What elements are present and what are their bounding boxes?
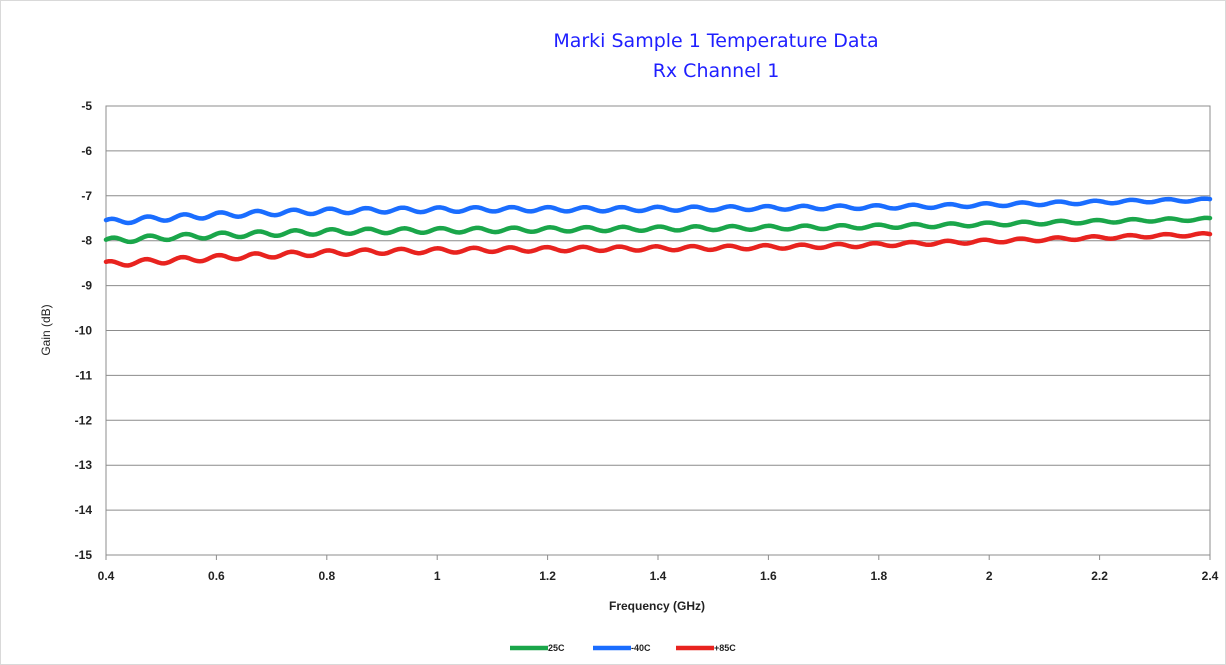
chart-title: Marki Sample 1 Temperature Data (553, 30, 878, 52)
y-tick-label: -6 (81, 144, 92, 158)
series-line--40C (103, 196, 1213, 226)
x-tick-label: 1 (434, 569, 441, 583)
x-tick-label: 2.4 (1202, 569, 1219, 583)
x-axis-ticks: 0.4 0.6 0.8 1 1.2 1.4 1.6 1.8 2 2.2 2.4 (98, 555, 1219, 583)
y-tick-label: -7 (81, 189, 92, 203)
y-tick-label: -13 (75, 458, 93, 472)
x-tick-label: 1.6 (760, 569, 777, 583)
x-tick-label: 2 (986, 569, 993, 583)
y-tick-label: -11 (75, 368, 92, 382)
legend-label: +85C (714, 643, 736, 653)
x-tick-label: 0.6 (208, 569, 225, 583)
x-tick-label: 2.2 (1091, 569, 1108, 583)
y-tick-label: -9 (81, 279, 92, 293)
y-tick-label: -14 (75, 503, 93, 517)
legend: 25C -40C +85C (510, 643, 736, 653)
y-tick-label: -5 (81, 99, 92, 113)
x-tick-label: 1.2 (539, 569, 556, 583)
chart-subtitle: Rx Channel 1 (653, 60, 780, 82)
series-line-25C (103, 215, 1213, 245)
series-line-+85C (103, 231, 1213, 268)
gridlines (105, 105, 1211, 556)
y-axis-ticks: -5 -6 -7 -8 -9 -10 -11 -12 -13 -14 -15 (75, 99, 93, 562)
y-tick-label: -10 (75, 324, 93, 338)
legend-label: 25C (548, 643, 565, 653)
x-tick-label: 1.8 (870, 569, 887, 583)
y-tick-label: -15 (75, 548, 93, 562)
x-tick-label: 0.8 (318, 569, 335, 583)
series-lines (103, 196, 1213, 268)
x-tick-label: 0.4 (98, 569, 115, 583)
legend-label: -40C (631, 643, 651, 653)
y-tick-label: -12 (75, 413, 93, 427)
y-axis-label: Gain (dB) (39, 304, 53, 355)
x-axis-label: Frequency (GHz) (609, 599, 705, 613)
x-tick-label: 1.4 (650, 569, 667, 583)
y-tick-label: -8 (81, 234, 92, 248)
